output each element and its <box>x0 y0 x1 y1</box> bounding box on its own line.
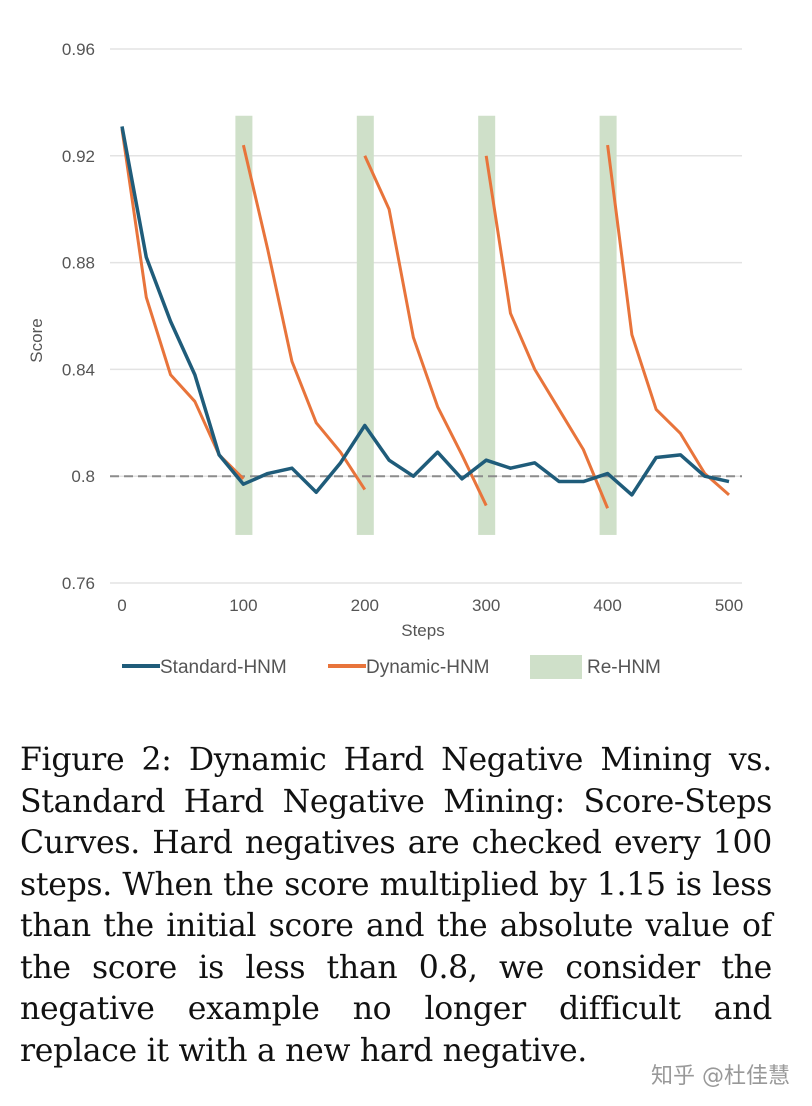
watermark: 知乎 @杜佳慧 <box>651 1064 790 1089</box>
re-hnm-band <box>356 115 374 535</box>
legend-label-dynamic: Dynamic-HNM <box>366 657 490 678</box>
y-tick-label: 0.88 <box>62 254 95 273</box>
standard-hnm-line <box>120 126 730 497</box>
dynamic-hnm-line <box>484 155 609 509</box>
x-axis-label: Steps <box>401 621 444 640</box>
legend-label-re-hnm: Re-HNM <box>587 657 661 678</box>
score-steps-chart: 0.76 0.8 0.84 0.88 0.92 0.96 0 100 200 300 400 500 S… <box>27 40 743 679</box>
y-tick-label: 0.8 <box>71 467 95 486</box>
y-tick-label: 0.96 <box>62 40 95 59</box>
legend-label-standard: Standard-HNM <box>160 657 287 678</box>
x-tick-label: 200 <box>351 596 379 615</box>
x-tick-label: 500 <box>715 596 743 615</box>
x-tick-label: 100 <box>229 596 257 615</box>
re-hnm-band <box>599 115 617 535</box>
dynamic-hnm-line <box>606 144 730 497</box>
dynamic-hnm-line <box>120 128 245 480</box>
x-tick-label: 400 <box>593 596 621 615</box>
dynamic-hnm-line <box>363 155 488 507</box>
y-axis-label: Score <box>27 318 46 362</box>
y-tick-label: 0.84 <box>62 360 95 379</box>
y-tick-label: 0.76 <box>62 574 95 593</box>
legend-swatch-re-hnm <box>530 655 582 679</box>
figure-caption: Figure 2: Dynamic Hard Negative Mining v… <box>20 742 772 1069</box>
re-hnm-band <box>478 115 496 535</box>
x-tick-label: 0 <box>117 596 126 615</box>
y-tick-label: 0.92 <box>62 147 95 166</box>
re-hnm-band <box>235 115 253 535</box>
dynamic-hnm-line <box>241 144 367 491</box>
x-tick-label: 300 <box>472 596 500 615</box>
